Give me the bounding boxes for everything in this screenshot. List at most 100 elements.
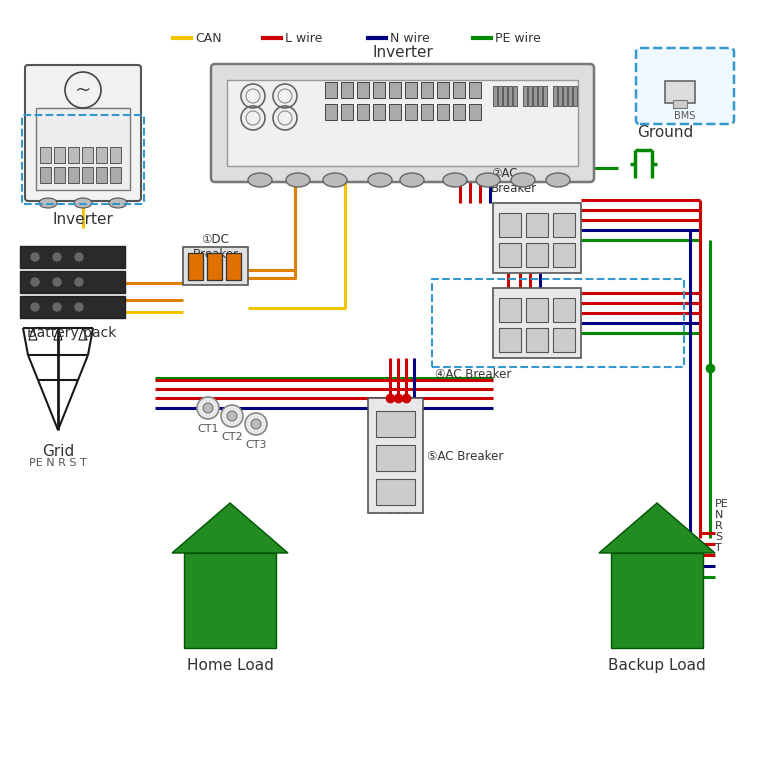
Text: Home Load: Home Load (187, 658, 273, 673)
Bar (341, 104, 353, 120)
Circle shape (227, 411, 237, 421)
Circle shape (53, 253, 61, 261)
Bar (533, 86, 537, 106)
Bar (421, 82, 433, 98)
Bar (499, 328, 521, 352)
Bar (68, 147, 79, 163)
Bar (526, 328, 548, 352)
Bar (665, 81, 695, 103)
Bar (538, 86, 542, 106)
Bar (183, 247, 248, 285)
Circle shape (53, 278, 61, 286)
Bar (453, 82, 465, 98)
Bar (508, 86, 512, 106)
FancyBboxPatch shape (211, 64, 594, 182)
Bar (376, 479, 415, 505)
Bar (553, 243, 575, 267)
Bar (543, 86, 547, 106)
Bar (499, 213, 521, 237)
Bar (373, 82, 385, 98)
Bar (437, 82, 449, 98)
Circle shape (75, 303, 83, 311)
Circle shape (197, 397, 219, 419)
Bar (368, 398, 423, 513)
Text: CAN: CAN (195, 31, 222, 45)
Bar (553, 213, 575, 237)
Text: CT2: CT2 (221, 432, 243, 442)
Bar (498, 86, 502, 106)
Text: CT1: CT1 (197, 424, 219, 434)
Bar (499, 243, 521, 267)
Bar (437, 104, 449, 120)
Bar (503, 86, 507, 106)
Text: Battery pack: Battery pack (28, 326, 117, 340)
Circle shape (31, 303, 39, 311)
Ellipse shape (368, 173, 392, 187)
Circle shape (53, 303, 61, 311)
Ellipse shape (39, 198, 57, 208)
Bar (568, 86, 572, 106)
Text: Ground: Ground (637, 125, 694, 140)
Circle shape (31, 278, 39, 286)
FancyBboxPatch shape (25, 65, 141, 201)
Text: ~: ~ (74, 81, 91, 100)
Bar (469, 104, 481, 120)
Bar (528, 86, 532, 106)
Bar (573, 86, 577, 106)
Text: Inverter: Inverter (372, 45, 433, 60)
Text: ②AC
Breaker: ②AC Breaker (491, 167, 537, 195)
Text: Inverter: Inverter (52, 212, 114, 227)
Bar (226, 253, 241, 280)
Bar (227, 80, 578, 166)
Ellipse shape (400, 173, 424, 187)
Bar (405, 104, 417, 120)
Bar (82, 167, 93, 183)
Bar (469, 82, 481, 98)
Bar (526, 213, 548, 237)
Bar (357, 104, 369, 120)
Text: S: S (715, 532, 722, 542)
Bar (493, 288, 581, 358)
Bar (421, 104, 433, 120)
Circle shape (75, 253, 83, 261)
Ellipse shape (323, 173, 347, 187)
Bar (558, 86, 562, 106)
Bar (40, 147, 51, 163)
Bar (96, 167, 107, 183)
Text: Grid: Grid (42, 444, 74, 459)
Text: PE: PE (715, 499, 729, 509)
Ellipse shape (74, 198, 92, 208)
Ellipse shape (511, 173, 535, 187)
Text: CT3: CT3 (245, 440, 266, 450)
Ellipse shape (286, 173, 310, 187)
FancyBboxPatch shape (636, 48, 734, 124)
Bar (341, 82, 353, 98)
Bar (40, 167, 51, 183)
Bar (553, 298, 575, 322)
Bar (20, 246, 125, 268)
Bar (673, 100, 687, 108)
Bar (207, 253, 222, 280)
Circle shape (245, 413, 267, 435)
Text: N wire: N wire (390, 31, 430, 45)
Bar (493, 203, 581, 273)
Bar (389, 104, 401, 120)
Circle shape (221, 405, 243, 427)
Bar (110, 147, 121, 163)
Bar (611, 553, 703, 648)
Bar (376, 411, 415, 437)
Bar (526, 243, 548, 267)
Bar (563, 86, 567, 106)
Text: PE wire: PE wire (495, 31, 541, 45)
Bar (376, 445, 415, 471)
Text: ⑤AC Breaker: ⑤AC Breaker (427, 449, 503, 462)
Bar (553, 86, 557, 106)
Ellipse shape (109, 198, 127, 208)
Text: R: R (715, 521, 723, 531)
Bar (188, 253, 203, 280)
Bar (68, 167, 79, 183)
Ellipse shape (546, 173, 570, 187)
Bar (405, 82, 417, 98)
Text: Backup Load: Backup Load (608, 658, 706, 673)
Bar (523, 86, 527, 106)
